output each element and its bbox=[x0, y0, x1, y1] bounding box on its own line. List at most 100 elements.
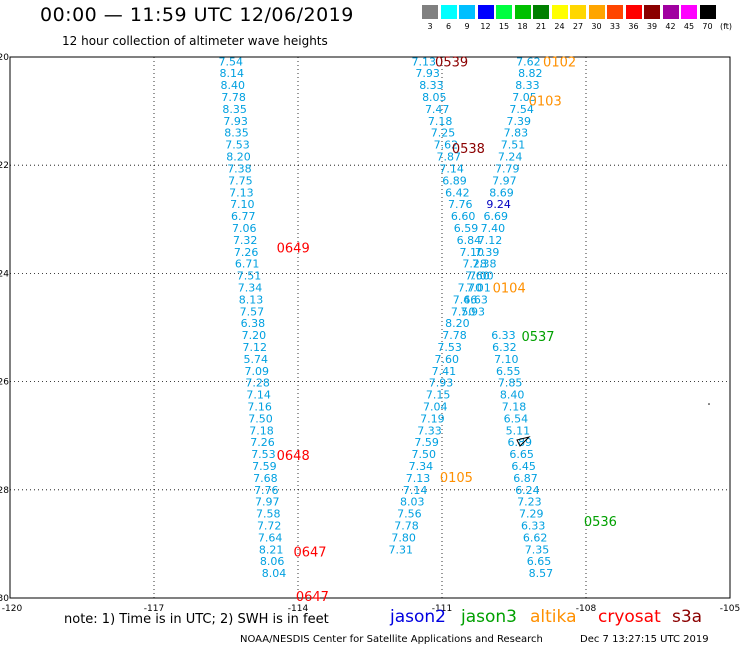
swh-value: 7.33 bbox=[417, 424, 442, 437]
swh-value: 7.59 bbox=[252, 460, 277, 473]
swh-value: 7.15 bbox=[426, 389, 451, 402]
swh-value: 8.06 bbox=[260, 555, 285, 568]
legend-bin-label: 21 bbox=[535, 22, 547, 31]
swh-value: 8.57 bbox=[529, 567, 554, 580]
swh-value: 9.24 bbox=[486, 198, 511, 211]
swh-value: 7.12 bbox=[243, 341, 268, 354]
swh-value: 7.83 bbox=[504, 127, 529, 140]
legend-swatch bbox=[570, 5, 586, 19]
swh-value: 7.59 bbox=[414, 436, 439, 449]
legend-swatch bbox=[644, 5, 660, 19]
swh-value: 7.97 bbox=[255, 496, 280, 509]
swh-value: 7.50 bbox=[451, 305, 476, 318]
pass-time-label: 0539 bbox=[435, 55, 468, 70]
swh-value: 7.34 bbox=[238, 281, 263, 294]
swh-value: 7.47 bbox=[425, 103, 450, 116]
swh-value: 7.14 bbox=[439, 162, 464, 175]
legend-bin-label: 45 bbox=[683, 22, 695, 31]
swh-value: 7.14 bbox=[403, 484, 428, 497]
swh-value: 8.33 bbox=[515, 79, 540, 92]
swh-value: 7.70 bbox=[458, 281, 483, 294]
swh-value: 7.62 bbox=[434, 139, 459, 152]
legend-bin-label: 39 bbox=[646, 22, 658, 31]
swh-value: 7.46 bbox=[453, 293, 478, 306]
swh-value: 8.13 bbox=[239, 293, 264, 306]
swh-value: 7.14 bbox=[246, 389, 271, 402]
swh-value: 7.93 bbox=[223, 115, 248, 128]
swh-value: 5.11 bbox=[506, 424, 531, 437]
pass-time-label: 0538 bbox=[452, 142, 485, 157]
legend-bin-label: 24 bbox=[554, 22, 565, 31]
swh-value: 8.21 bbox=[259, 543, 284, 556]
legend-unit: (ft) bbox=[720, 22, 733, 31]
map-subtitle: 12 hour collection of altimeter wave hei… bbox=[62, 34, 328, 48]
legend-swatch bbox=[588, 5, 605, 19]
swh-value: 7.72 bbox=[257, 520, 282, 533]
swh-value: 7.51 bbox=[237, 270, 262, 283]
legend-swatch bbox=[496, 5, 512, 19]
pass-time-label: 0103 bbox=[529, 94, 562, 109]
swh-value: 7.29 bbox=[519, 508, 544, 521]
swh-value: 7.57 bbox=[240, 305, 265, 318]
swh-value: 7.06 bbox=[232, 222, 257, 235]
island-outline bbox=[516, 436, 531, 447]
pass-time-label: 0536 bbox=[584, 515, 617, 530]
swh-value: 7.13 bbox=[406, 472, 431, 485]
swh-value: 8.35 bbox=[222, 103, 247, 116]
swh-value: 7.28 bbox=[245, 377, 270, 390]
map-note: note: 1) Time is in UTC; 2) SWH is in fe… bbox=[64, 612, 329, 627]
legend-swatch bbox=[551, 5, 568, 19]
swh-value: 8.20 bbox=[445, 317, 470, 330]
pass-time-label: 0105 bbox=[440, 471, 473, 486]
swh-value: 7.85 bbox=[498, 377, 523, 390]
swh-value: 7.78 bbox=[394, 520, 419, 533]
swh-value: 7.39 bbox=[475, 246, 500, 259]
swh-value: 6.24 bbox=[515, 484, 540, 497]
legend-swatch bbox=[533, 5, 549, 19]
legend-bin-label: 33 bbox=[609, 22, 621, 31]
swh-value: 7.09 bbox=[244, 365, 269, 378]
swh-value: 7.13 bbox=[229, 186, 254, 199]
swh-value: 7.16 bbox=[247, 400, 272, 413]
swh-value: 6.84 bbox=[457, 234, 482, 247]
swh-value: 7.87 bbox=[436, 151, 461, 164]
generation-timestamp: Dec 7 13:27:15 UTC 2019 bbox=[580, 634, 709, 645]
legend-swatch bbox=[514, 5, 531, 19]
legend-swatch bbox=[459, 5, 475, 19]
satellite-legend-s3a: s3a bbox=[672, 607, 703, 627]
pass-time-label: 0649 bbox=[277, 241, 310, 256]
swh-value: 7.97 bbox=[492, 174, 517, 187]
lon-tick-label: -105 bbox=[720, 604, 740, 614]
swh-value: 7.39 bbox=[507, 115, 532, 128]
swh-value: 8.82 bbox=[518, 67, 543, 80]
swh-value: 7.80 bbox=[391, 531, 416, 544]
swh-value: 7.54 bbox=[219, 55, 244, 68]
credit-line: NOAA/NESDIS Center for Satellite Applica… bbox=[240, 634, 543, 645]
swh-value: 7.34 bbox=[409, 460, 434, 473]
swh-value: 8.33 bbox=[419, 79, 444, 92]
swh-value: 6.42 bbox=[445, 186, 470, 199]
lon-tick-label: -120 bbox=[2, 604, 23, 614]
swh-value: 7.78 bbox=[221, 91, 246, 104]
swh-value: 7.53 bbox=[437, 341, 462, 354]
swh-value: 7.64 bbox=[258, 531, 283, 544]
swh-value: 7.05 bbox=[512, 91, 537, 104]
pass-time-label: 0647 bbox=[296, 590, 329, 605]
swh-value: 7.54 bbox=[509, 103, 534, 116]
swh-value: 7.40 bbox=[481, 222, 506, 235]
swh-value: 6.89 bbox=[442, 174, 467, 187]
swh-value: 7.60 bbox=[465, 270, 490, 283]
lat-tick-label: -26 bbox=[0, 378, 9, 388]
swh-value: 7.93 bbox=[460, 305, 485, 318]
swh-value: 6.33 bbox=[491, 329, 516, 342]
swh-value: 7.93 bbox=[429, 377, 454, 390]
legend-bin-label: 18 bbox=[517, 22, 528, 31]
pass-time-label: 0102 bbox=[543, 55, 576, 70]
swh-value: 7.76 bbox=[254, 484, 279, 497]
legend-bin-label: 3 bbox=[427, 22, 433, 31]
swh-value: 7.18 bbox=[502, 400, 527, 413]
swh-value: 7.12 bbox=[478, 234, 503, 247]
legend-bin-label: 42 bbox=[665, 22, 676, 31]
legend-swatch bbox=[422, 5, 438, 19]
